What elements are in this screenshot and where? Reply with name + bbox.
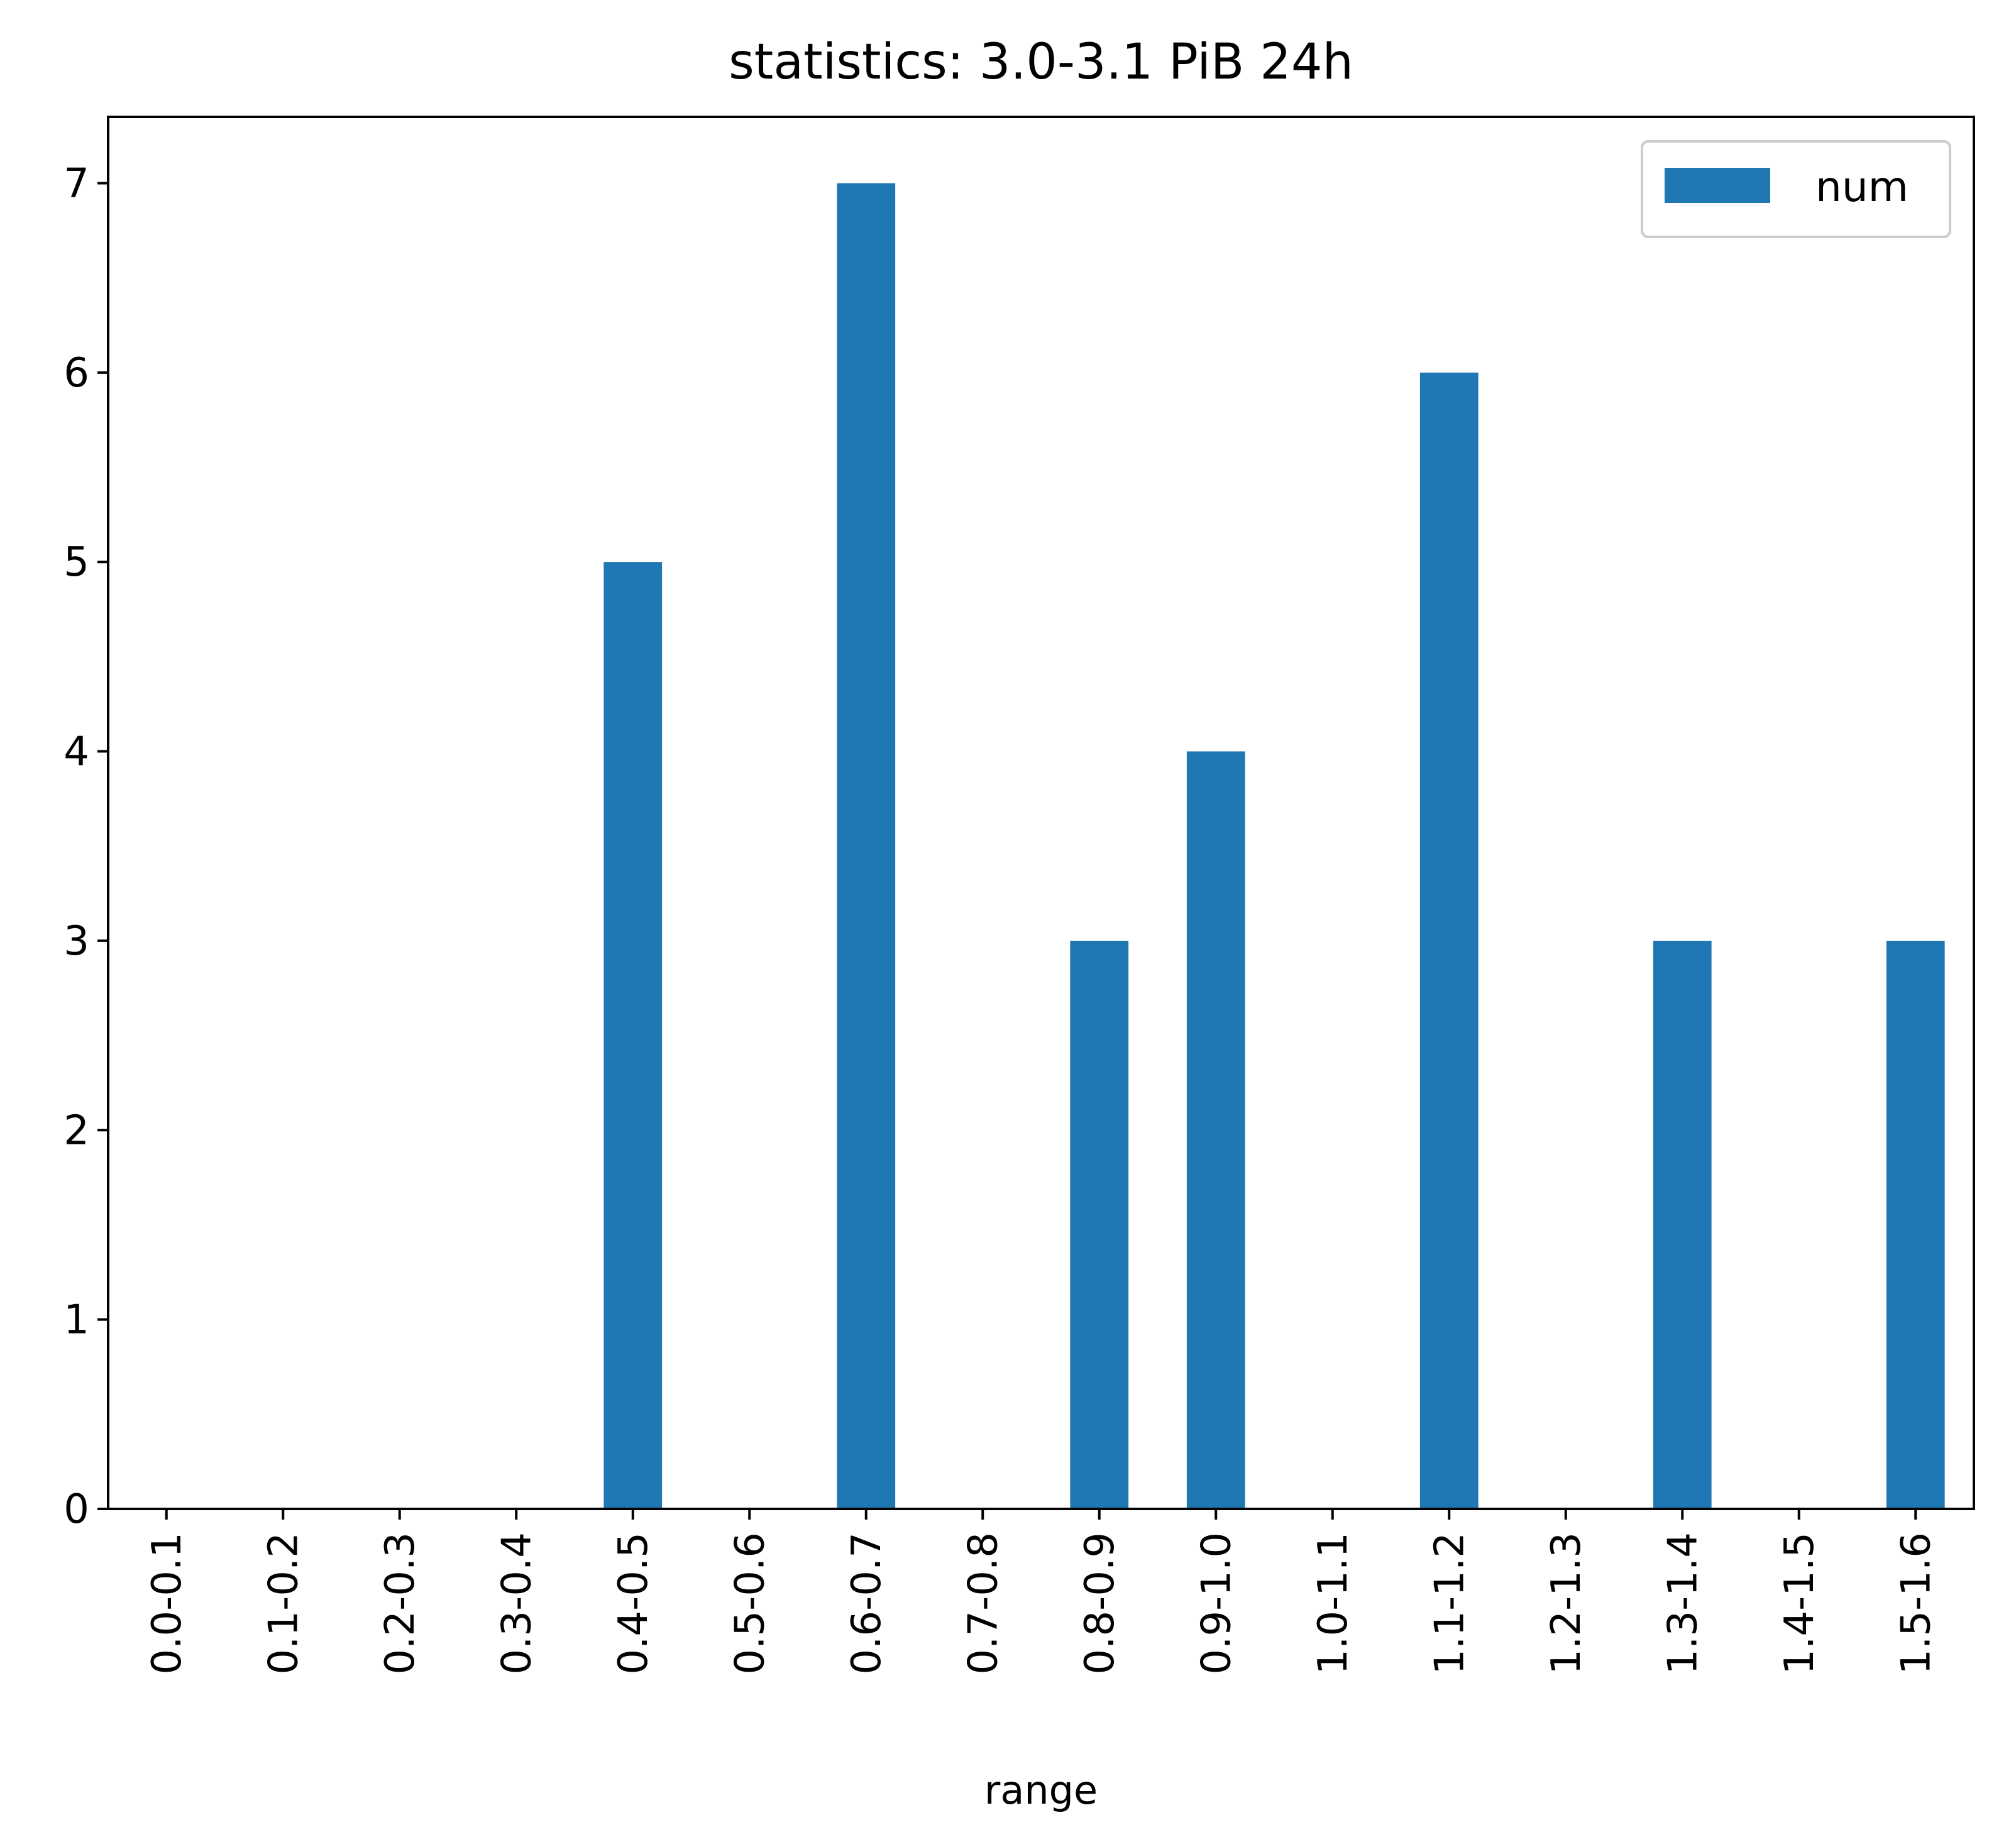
y-tick-label: 0 (63, 1486, 89, 1533)
x-axis-label: range (984, 1767, 1098, 1813)
x-tick-label: 1.0-1.1 (1310, 1532, 1357, 1675)
y-axis: 0 1 2 3 4 5 6 7 (63, 160, 108, 1533)
y-tick-label: 6 (63, 350, 89, 397)
x-axis: 0.0-0.1 0.1-0.2 0.2-0.3 0.3-0.4 0.4-0.5 0.5-0… (144, 1509, 1939, 1675)
y-tick-label: 1 (63, 1297, 89, 1344)
plot-frame (107, 116, 1975, 1510)
x-tick-label: 0.0-0.1 (144, 1532, 190, 1675)
bar-1.1-1.2 (1419, 372, 1479, 1510)
x-tick-label: 0.6-0.7 (844, 1532, 890, 1675)
bar-0.8-0.9 (1070, 940, 1129, 1509)
x-tick-label: 1.1-1.2 (1426, 1532, 1473, 1675)
y-tick-label: 3 (63, 918, 89, 965)
bars-group (603, 183, 1945, 1510)
bar-0.6-0.7 (837, 183, 896, 1510)
y-tick-label: 5 (63, 539, 89, 586)
chart-title: statistics: 3.0-3.1 PiB 24h (729, 34, 1353, 90)
x-tick-label: 0.7-0.8 (960, 1532, 1006, 1675)
y-tick-label: 7 (63, 160, 89, 207)
legend-frame (1641, 140, 1951, 238)
y-tick-label: 2 (63, 1107, 89, 1154)
x-tick-label: 1.3-1.4 (1660, 1532, 1706, 1675)
x-tick-label: 1.5-1.6 (1893, 1532, 1939, 1675)
x-tick-label: 0.5-0.6 (727, 1532, 773, 1675)
bar-1.5-1.6 (1886, 940, 1945, 1509)
x-tick-label: 0.8-0.9 (1077, 1532, 1123, 1675)
x-tick-label: 0.9-1.0 (1193, 1532, 1240, 1675)
x-tick-label: 0.1-0.2 (260, 1532, 307, 1675)
x-tick-label: 1.2-1.3 (1543, 1532, 1590, 1675)
legend-swatch-num (1665, 168, 1770, 203)
legend-label-num: num (1815, 163, 1909, 211)
bar-1.3-1.4 (1653, 940, 1712, 1509)
y-tick-label: 4 (63, 729, 89, 776)
x-tick-label: 0.2-0.3 (377, 1532, 424, 1675)
x-tick-label: 1.4-1.5 (1776, 1532, 1823, 1675)
x-tick-label: 0.3-0.4 (493, 1532, 540, 1675)
x-tick-label: 0.4-0.5 (610, 1532, 657, 1675)
bar-0.9-1.0 (1186, 751, 1245, 1509)
legend: num (1641, 140, 1951, 238)
bar-0.4-0.5 (603, 562, 663, 1509)
